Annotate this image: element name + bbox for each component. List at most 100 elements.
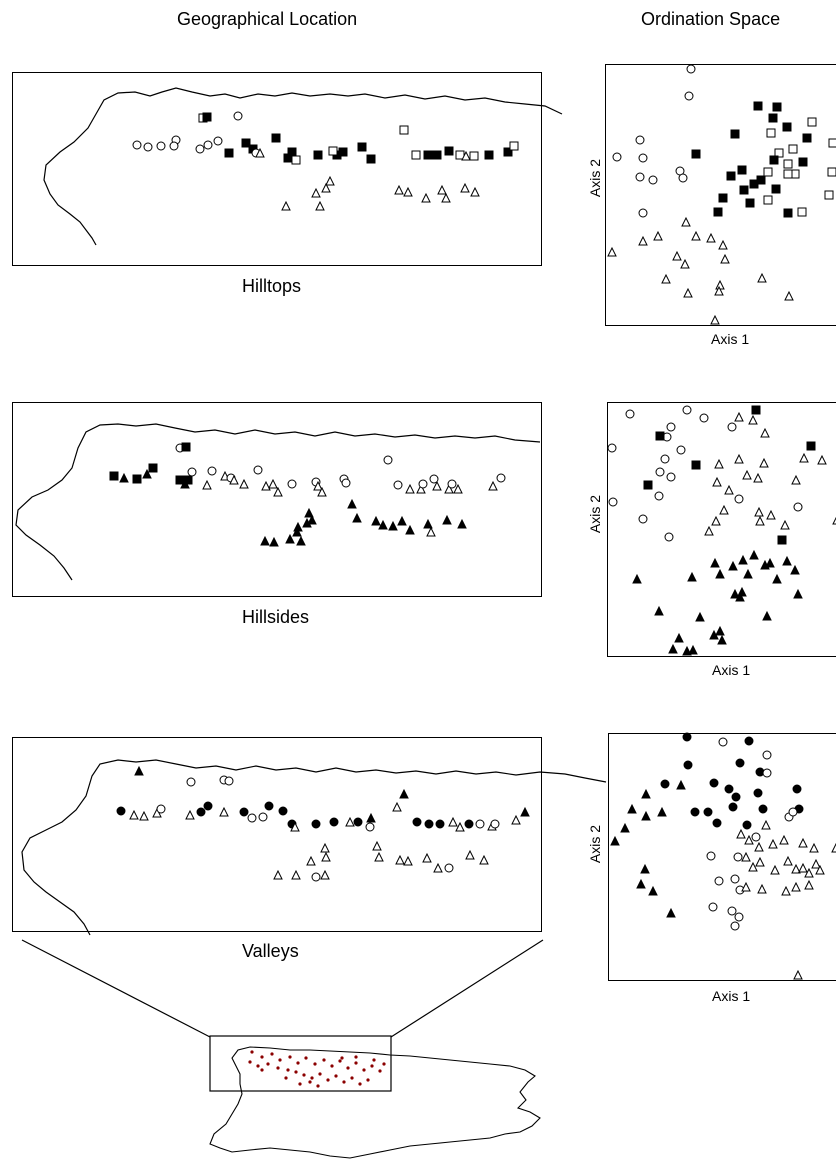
open-triangle-marker: [465, 849, 475, 860]
filled-square-marker: [745, 198, 755, 208]
open-triangle-marker: [781, 885, 791, 896]
open-triangle-marker: [680, 258, 690, 269]
site-dot: [296, 1061, 300, 1065]
filled-triangle-marker: [717, 634, 727, 645]
open-circle-marker: [730, 874, 740, 884]
site-dot: [382, 1062, 386, 1066]
filled-square-marker: [183, 475, 193, 485]
filled-triangle-marker: [654, 605, 664, 616]
filled-triangle-marker: [423, 518, 433, 529]
filled-circle-marker: [728, 802, 738, 812]
filled-square-marker: [730, 129, 740, 139]
open-circle-marker: [734, 912, 744, 922]
open-triangle-marker: [395, 854, 405, 865]
valleys-label: Valleys: [242, 941, 299, 961]
site-dot: [308, 1080, 312, 1084]
open-circle-marker: [727, 422, 737, 432]
filled-triangle-marker: [366, 812, 376, 823]
filled-square-marker: [132, 474, 142, 484]
open-triangle-marker: [811, 858, 821, 869]
open-triangle-marker: [748, 414, 758, 425]
filled-triangle-marker: [641, 788, 651, 799]
open-triangle-marker: [804, 879, 814, 890]
open-triangle-marker: [273, 486, 283, 497]
open-triangle-marker: [815, 864, 825, 875]
open-circle-marker: [793, 502, 803, 512]
open-triangle-marker: [291, 869, 301, 880]
hilltops-axis1-label: Axis 1: [711, 331, 750, 347]
filled-triangle-marker: [285, 533, 295, 544]
open-triangle-marker: [710, 314, 720, 325]
open-triangle-marker: [720, 253, 730, 264]
open-circle-marker: [762, 750, 772, 760]
open-triangle-marker: [460, 182, 470, 193]
open-circle-marker: [714, 876, 724, 886]
open-circle-marker: [706, 851, 716, 861]
open-circle-marker: [676, 445, 686, 455]
filled-circle-marker: [683, 760, 693, 770]
site-dot: [316, 1084, 320, 1088]
filled-triangle-marker: [296, 535, 306, 546]
open-circle-marker: [699, 413, 709, 423]
filled-triangle-marker: [371, 515, 381, 526]
open-triangle-marker: [261, 480, 271, 491]
filled-circle-marker: [690, 807, 700, 817]
open-circle-marker: [169, 141, 179, 151]
open-circle-marker: [788, 807, 798, 817]
open-circle-marker: [635, 172, 645, 182]
filled-square-marker: [484, 150, 494, 160]
open-triangle-marker: [321, 851, 331, 862]
open-triangle-marker: [405, 483, 415, 494]
open-triangle-marker: [783, 855, 793, 866]
open-triangle-marker: [714, 458, 724, 469]
open-triangle-marker: [320, 869, 330, 880]
open-triangle-marker: [455, 821, 465, 832]
site-dot: [248, 1060, 252, 1064]
filled-circle-marker: [712, 818, 722, 828]
filled-square-marker: [241, 138, 251, 148]
filled-circle-marker: [724, 784, 734, 794]
filled-circle-marker: [116, 806, 126, 816]
open-triangle-marker: [661, 273, 671, 284]
open-circle-marker: [684, 91, 694, 101]
filled-circle-marker: [203, 801, 213, 811]
site-dot: [288, 1055, 292, 1059]
open-triangle-marker: [653, 230, 663, 241]
hilltops-label: Hilltops: [242, 276, 302, 296]
filled-triangle-marker: [610, 835, 620, 846]
open-square-marker: [763, 195, 773, 205]
filled-triangle-marker: [710, 557, 720, 568]
filled-triangle-marker: [180, 478, 190, 489]
open-circle-marker: [247, 813, 257, 823]
filled-triangle-marker: [405, 524, 415, 535]
filled-circle-marker: [682, 732, 692, 742]
site-dot: [340, 1056, 344, 1060]
open-triangle-marker: [374, 851, 384, 862]
open-circle-marker: [638, 153, 648, 163]
filled-square-marker: [444, 146, 454, 156]
filled-triangle-marker: [457, 518, 467, 529]
open-circle-marker: [341, 478, 351, 488]
site-dot: [366, 1078, 370, 1082]
open-triangle-marker: [325, 175, 335, 186]
open-circle-marker: [678, 173, 688, 183]
open-triangle-marker: [753, 472, 763, 483]
open-circle-marker: [311, 872, 321, 882]
filled-square-marker: [313, 150, 323, 160]
open-triangle-marker: [437, 184, 447, 195]
filled-triangle-marker: [695, 611, 705, 622]
filled-triangle-marker: [134, 765, 144, 776]
site-dot: [362, 1068, 366, 1072]
open-square-marker: [509, 141, 519, 151]
open-triangle-marker: [202, 479, 212, 490]
open-triangle-marker: [470, 186, 480, 197]
filled-triangle-marker: [688, 644, 698, 655]
open-circle-marker: [608, 497, 618, 507]
valleys-map-frame: [12, 737, 542, 932]
open-square-marker: [774, 148, 784, 158]
open-circle-marker: [666, 472, 676, 482]
open-triangle-marker: [315, 200, 325, 211]
open-circle-marker: [383, 455, 393, 465]
open-triangle-marker: [832, 516, 836, 525]
open-triangle-marker: [744, 834, 754, 845]
